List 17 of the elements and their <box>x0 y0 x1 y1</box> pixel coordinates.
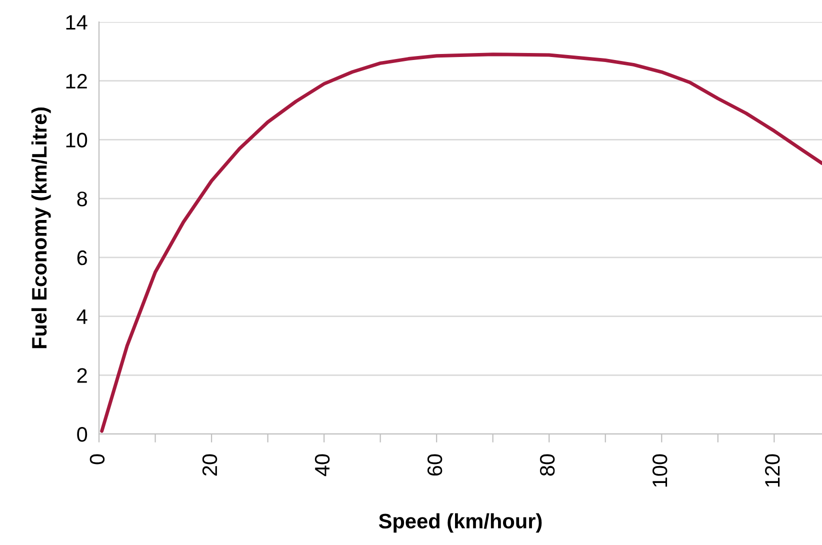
y-axis-title: Fuel Economy (km/Litre) <box>31 107 51 348</box>
y-tick-label: 12 <box>66 74 87 88</box>
x-tick-label: 0 <box>90 454 105 464</box>
y-tick-label: 0 <box>77 427 88 442</box>
x-tick-label: 80 <box>540 454 555 476</box>
x-tick-label: 60 <box>427 454 442 476</box>
y-tick-label: 8 <box>77 192 87 206</box>
x-tick-label: 40 <box>314 454 330 476</box>
y-tick-label: 6 <box>77 250 87 266</box>
y-tick-label: 2 <box>77 368 87 383</box>
y-tick-label: 4 <box>76 310 88 324</box>
x-tick-label: 20 <box>202 454 218 476</box>
x-axis-title: Speed (km/hour) <box>378 513 542 533</box>
x-tick-label: 120 <box>765 454 780 487</box>
y-tick-label: 10 <box>66 132 88 148</box>
x-tick-label: 100 <box>652 454 668 487</box>
y-tick-label: 14 <box>66 15 88 30</box>
